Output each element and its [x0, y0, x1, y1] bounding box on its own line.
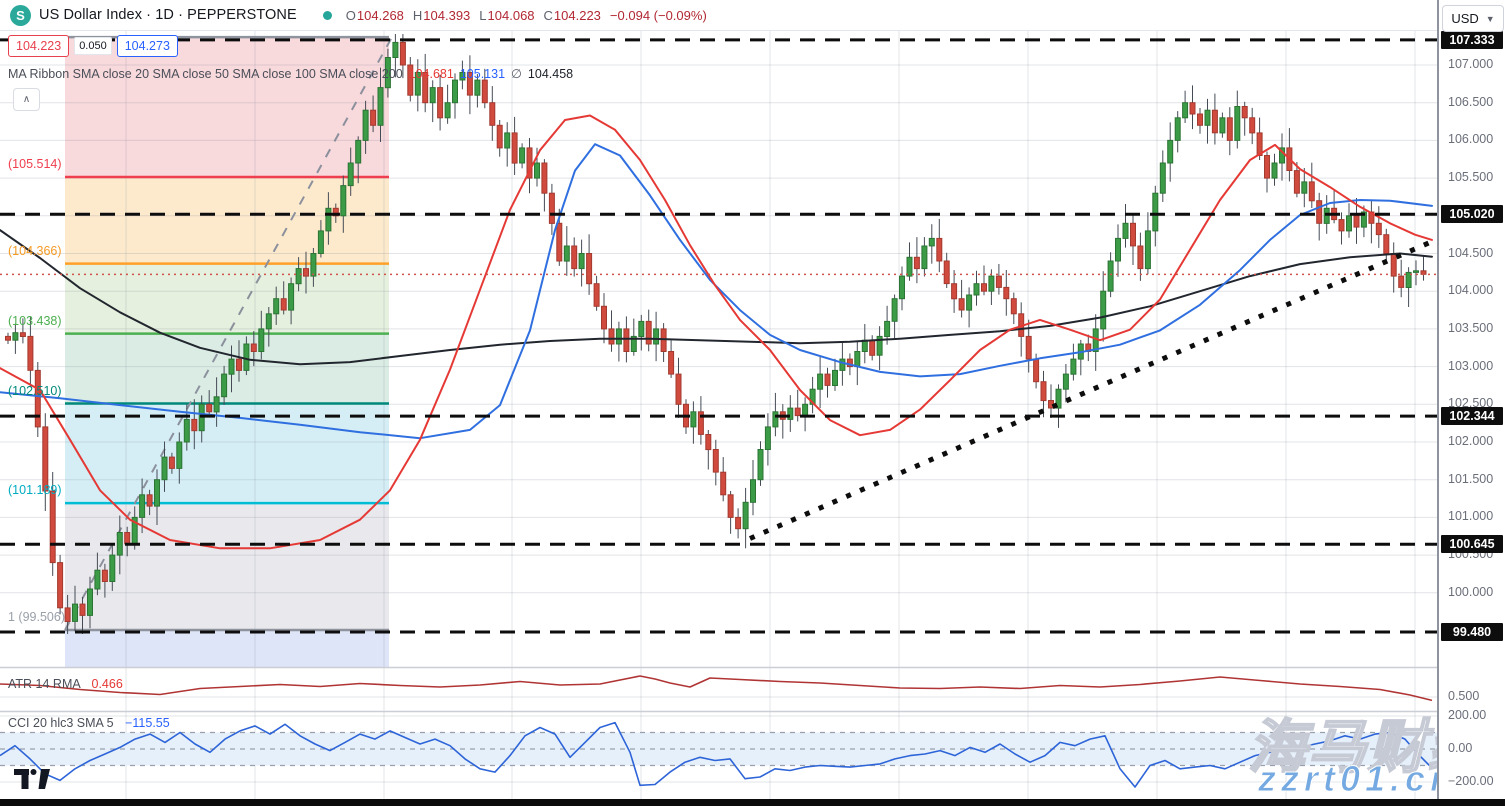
- ohlc-open-value: 104.268: [356, 7, 404, 23]
- ohlc-close-value: 104.223: [553, 7, 601, 23]
- price-tag: 99.480: [1441, 623, 1503, 641]
- ohlc-low-label: L: [479, 7, 487, 23]
- fib-level-label: (102.510): [8, 383, 62, 398]
- fib-level-label: 1 (99.506): [8, 610, 65, 625]
- fib-level-label: (101.189): [8, 483, 62, 498]
- price-scale-label: 101.500: [1448, 471, 1494, 486]
- tradingview-logo-icon[interactable]: [14, 769, 50, 791]
- price-scale-label: 106.500: [1448, 94, 1494, 109]
- price-tag: 105.020: [1441, 205, 1503, 224]
- price-tag: 107.333: [1441, 30, 1503, 49]
- chart-header: S US Dollar Index · 1D · PEPPERSTONE O10…: [0, 0, 1437, 31]
- atr-value: 0.466: [91, 677, 123, 691]
- ohlc-close-label: C: [543, 7, 553, 23]
- ohlc-high-label: H: [412, 7, 423, 23]
- trade-widget: 104.223 0.050 104.273: [8, 35, 178, 57]
- fib-level-label: (105.514): [8, 157, 62, 172]
- price-scale-label: 106.000: [1448, 132, 1494, 147]
- ohlc-open-label: O: [345, 7, 356, 23]
- cci-label: CCI 20 hlc3 SMA 5: [8, 716, 114, 730]
- cci-value: −115.55: [125, 716, 170, 730]
- price-scale-label: 103.500: [1448, 320, 1494, 335]
- sma20-value: 104.681: [408, 67, 454, 81]
- price-scale-label: 105.500: [1448, 170, 1494, 185]
- buy-button[interactable]: 104.273: [116, 35, 178, 57]
- bottom-bar: [0, 799, 1505, 806]
- change-value: −0.094 (−0.09%): [609, 7, 707, 23]
- price-scale-label: 0.00: [1448, 741, 1473, 755]
- spread-value: 0.050: [74, 37, 112, 55]
- fib-level-label: (104.366): [8, 243, 62, 258]
- price-scale-label: 101.000: [1448, 509, 1494, 524]
- sell-button[interactable]: 104.223: [8, 35, 70, 57]
- price-scale-label: 107.000: [1448, 57, 1494, 71]
- cci-legend[interactable]: CCI 20 hlc3 SMA 5 −115.55: [8, 716, 170, 730]
- fib-level-label: (103.438): [8, 313, 62, 328]
- ohlc-values: O104.268 H104.393 L104.068 C104.223: [346, 8, 601, 23]
- price-scale-label: −200.00: [1448, 774, 1494, 788]
- atr-legend[interactable]: ATR 14 RMA 0.466: [8, 677, 123, 691]
- symbol-logo-icon[interactable]: S: [10, 4, 31, 26]
- ohlc-high-value: 104.393: [423, 7, 471, 23]
- ma-ribbon-title: MA Ribbon SMA close 20 SMA close 50 SMA …: [8, 67, 403, 81]
- price-scale-label: 200.00: [1448, 708, 1487, 722]
- sma100-value: ∅: [511, 67, 522, 81]
- price-scale-label: 103.000: [1448, 358, 1494, 373]
- ohlc-low-value: 104.068: [487, 7, 535, 23]
- price-tag: 102.344: [1441, 407, 1503, 426]
- currency-selector[interactable]: USD ▼: [1442, 5, 1504, 32]
- price-scale-label: 100.000: [1448, 584, 1494, 599]
- sma50-value: 105.131: [459, 67, 506, 81]
- price-scale-label: 102.500: [1448, 396, 1494, 411]
- market-status-icon[interactable]: [322, 10, 332, 20]
- ma-ribbon-legend[interactable]: MA Ribbon SMA close 20 SMA close 50 SMA …: [8, 66, 573, 81]
- price-tag: 100.645: [1441, 535, 1503, 554]
- watermark-url: zzrt01.cn: [1257, 758, 1458, 800]
- price-scale-label: 0.500: [1448, 689, 1480, 703]
- atr-label: ATR 14 RMA: [8, 677, 81, 691]
- chevron-up-icon[interactable]: ∧: [13, 88, 40, 111]
- price-chart-canvas[interactable]: [0, 0, 1437, 806]
- price-scale-label: 104.000: [1448, 283, 1494, 298]
- price-scale-label: 102.000: [1448, 434, 1494, 448]
- sma200-value: 104.458: [527, 67, 574, 81]
- price-scale[interactable]: USD ▼ 107.000 106.500 106.000 105.500 104.50…: [1437, 0, 1505, 806]
- chevron-down-icon: ▼: [1485, 13, 1495, 24]
- symbol-title[interactable]: US Dollar Index · 1D · PEPPERSTONE: [39, 7, 297, 23]
- currency-label: USD: [1451, 11, 1479, 26]
- price-scale-label: 104.500: [1448, 245, 1494, 260]
